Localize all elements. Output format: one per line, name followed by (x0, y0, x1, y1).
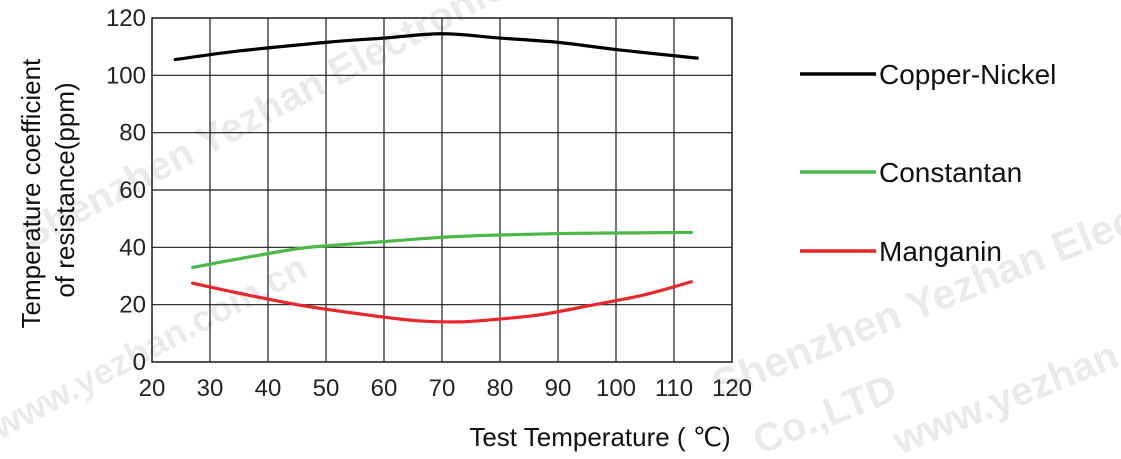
y-axis-title-line-2: of resistance(ppm) (50, 82, 80, 297)
legend: Copper-Nickel Constantan Manganin (800, 59, 1056, 267)
series-layer (173, 32, 699, 324)
x-tick-label: 120 (712, 375, 752, 402)
y-tick-label: 100 (106, 62, 146, 89)
y-tick-labels: 0 20 40 60 80 100 120 (106, 5, 146, 376)
y-tick-label: 60 (119, 177, 146, 204)
x-tick-label: 110 (655, 375, 693, 402)
y-axis-title: Temperature coefficient of resistance(pp… (16, 51, 80, 328)
x-tick-label: 50 (313, 375, 340, 402)
y-tick-label: 120 (106, 5, 146, 32)
series-line-copper-nickel (173, 32, 699, 62)
series-line-manganin (191, 280, 693, 324)
watermark-text: www.yezhan.com.cn (0, 246, 313, 447)
y-tick-label: 80 (119, 120, 146, 147)
series-line-constantan (191, 230, 693, 269)
x-tick-label: 100 (596, 375, 636, 402)
x-axis-title: Test Temperature ( ℃) (469, 422, 730, 452)
x-tick-label: 30 (197, 375, 224, 402)
y-tick-label: 20 (119, 292, 146, 319)
legend-label-copper-nickel: Copper-Nickel (879, 59, 1056, 90)
legend-label-manganin: Manganin (879, 236, 1002, 267)
watermark-text: Shenzhen Yezhan Electronics Co.,LTD (14, 0, 675, 258)
x-tick-label: 70 (429, 375, 456, 402)
x-tick-label: 40 (255, 375, 282, 402)
x-tick-label: 80 (487, 375, 514, 402)
y-tick-label: 0 (133, 349, 146, 376)
legend-label-constantan: Constantan (879, 157, 1022, 188)
x-tick-labels: 20 30 40 50 60 70 80 90 100 110 120 (139, 375, 752, 402)
y-tick-label: 40 (119, 234, 146, 261)
x-tick-label: 60 (371, 375, 398, 402)
grid (151, 17, 733, 363)
x-tick-label: 90 (545, 375, 572, 402)
x-tick-label: 20 (139, 375, 166, 402)
y-axis-title-line-1: Temperature coefficient (16, 58, 46, 329)
